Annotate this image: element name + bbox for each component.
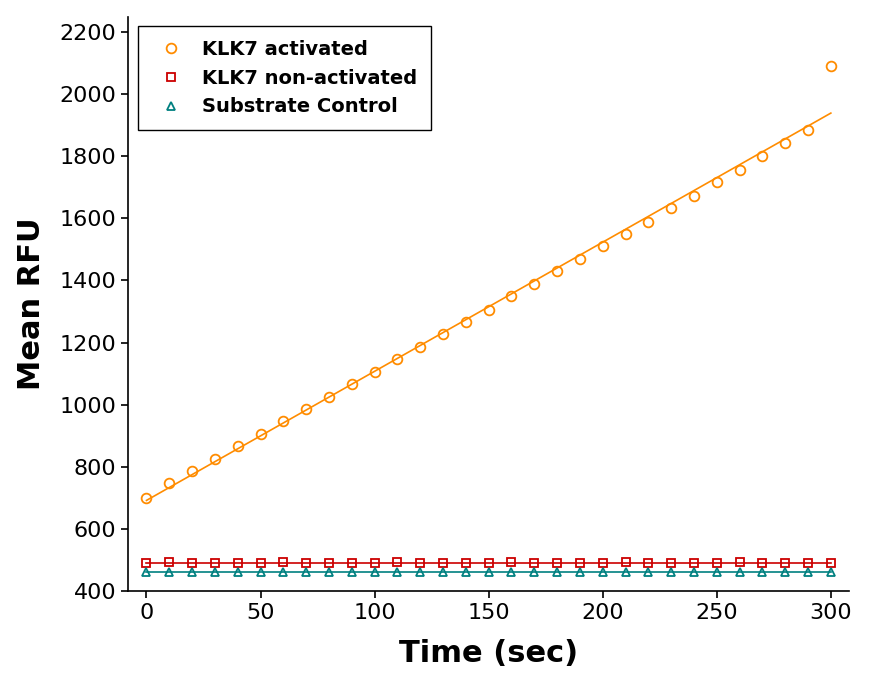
Substrate Control (141, 567, 151, 575)
KLK7 non-activated (460, 558, 470, 566)
Substrate Control (802, 567, 813, 575)
KLK7 non-activated (825, 559, 835, 567)
Substrate Control (437, 568, 448, 576)
KLK7 activated (574, 255, 585, 263)
Substrate Control (506, 568, 516, 576)
Substrate Control (597, 567, 607, 575)
Substrate Control (642, 568, 653, 576)
KLK7 activated (460, 318, 470, 326)
KLK7 non-activated (164, 558, 175, 566)
KLK7 activated (802, 125, 813, 134)
Substrate Control (756, 568, 766, 576)
Substrate Control (369, 568, 380, 576)
KLK7 activated (528, 279, 539, 288)
KLK7 non-activated (209, 559, 220, 567)
Substrate Control (209, 568, 220, 576)
Substrate Control (825, 568, 835, 576)
KLK7 activated (688, 192, 699, 200)
KLK7 activated (665, 204, 675, 212)
Substrate Control (551, 568, 561, 576)
KLK7 activated (209, 455, 220, 463)
Substrate Control (620, 568, 630, 576)
Substrate Control (255, 567, 265, 575)
Substrate Control (164, 568, 175, 576)
KLK7 activated (620, 230, 630, 238)
KLK7 activated (756, 152, 766, 160)
Substrate Control (392, 567, 402, 575)
KLK7 non-activated (483, 559, 494, 567)
KLK7 non-activated (688, 558, 699, 566)
Substrate Control (323, 567, 334, 575)
KLK7 activated (483, 306, 494, 314)
Substrate Control (574, 568, 585, 576)
Line: KLK7 activated: KLK7 activated (142, 62, 835, 503)
KLK7 non-activated (574, 558, 585, 566)
Line: KLK7 non-activated: KLK7 non-activated (143, 558, 834, 567)
Substrate Control (460, 567, 470, 575)
Substrate Control (688, 568, 699, 576)
KLK7 activated (278, 417, 289, 425)
KLK7 activated (825, 62, 835, 71)
Substrate Control (278, 568, 289, 576)
KLK7 non-activated (278, 558, 289, 566)
KLK7 non-activated (323, 559, 334, 567)
KLK7 activated (711, 178, 721, 186)
X-axis label: Time (sec): Time (sec) (399, 639, 578, 669)
Substrate Control (711, 568, 721, 576)
Substrate Control (187, 567, 197, 575)
KLK7 non-activated (392, 558, 402, 566)
KLK7 activated (141, 494, 151, 502)
KLK7 non-activated (642, 559, 653, 567)
KLK7 activated (642, 217, 653, 225)
KLK7 non-activated (415, 559, 425, 567)
KLK7 activated (551, 267, 561, 275)
KLK7 non-activated (802, 558, 813, 566)
KLK7 activated (392, 356, 402, 364)
KLK7 non-activated (301, 559, 311, 567)
KLK7 activated (597, 242, 607, 251)
KLK7 non-activated (665, 559, 675, 567)
KLK7 non-activated (733, 558, 744, 566)
KLK7 non-activated (506, 558, 516, 566)
KLK7 activated (733, 166, 744, 174)
KLK7 non-activated (528, 559, 539, 567)
KLK7 non-activated (369, 559, 380, 567)
Substrate Control (483, 568, 494, 576)
KLK7 non-activated (437, 559, 448, 567)
Substrate Control (301, 568, 311, 576)
KLK7 activated (437, 330, 448, 338)
KLK7 activated (346, 380, 356, 388)
KLK7 activated (164, 479, 175, 488)
KLK7 activated (187, 467, 197, 475)
Substrate Control (528, 567, 539, 575)
Substrate Control (415, 568, 425, 576)
KLK7 non-activated (141, 559, 151, 567)
Substrate Control (779, 568, 790, 576)
KLK7 non-activated (711, 559, 721, 567)
KLK7 activated (506, 292, 516, 300)
KLK7 non-activated (255, 558, 265, 566)
KLK7 activated (255, 429, 265, 438)
Line: Substrate Control: Substrate Control (143, 567, 834, 576)
KLK7 activated (415, 342, 425, 351)
Substrate Control (665, 567, 675, 575)
KLK7 non-activated (597, 559, 607, 567)
Substrate Control (232, 568, 242, 576)
KLK7 non-activated (551, 559, 561, 567)
KLK7 activated (323, 393, 334, 401)
Substrate Control (733, 567, 744, 575)
KLK7 non-activated (779, 559, 790, 567)
Substrate Control (346, 568, 356, 576)
KLK7 non-activated (756, 559, 766, 567)
KLK7 activated (232, 442, 242, 450)
KLK7 activated (369, 368, 380, 376)
KLK7 activated (779, 139, 790, 147)
KLK7 non-activated (346, 558, 356, 566)
Legend: KLK7 activated, KLK7 non-activated, Substrate Control: KLK7 activated, KLK7 non-activated, Subs… (138, 27, 430, 130)
KLK7 non-activated (232, 559, 242, 567)
KLK7 non-activated (620, 558, 630, 566)
Y-axis label: Mean RFU: Mean RFU (17, 217, 45, 390)
KLK7 non-activated (187, 558, 197, 566)
KLK7 activated (301, 405, 311, 413)
